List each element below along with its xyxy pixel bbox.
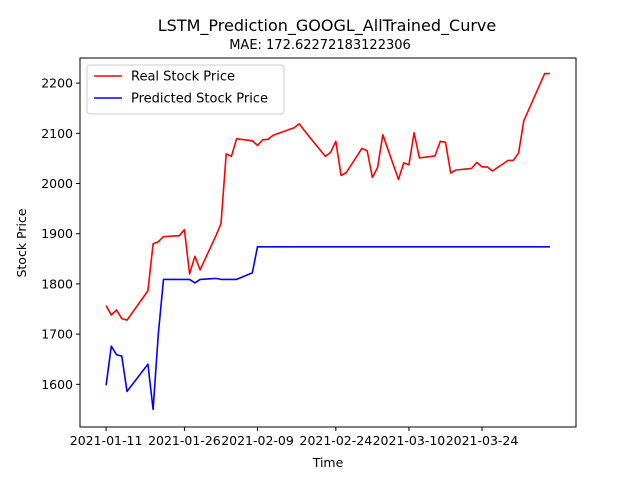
chart-subtitle: MAE: 172.62272183122306 [229,38,411,53]
y-tick-label: 1800 [41,276,73,291]
legend-box [86,64,285,115]
legend: Real Stock Price Predicted Stock Price [86,64,285,115]
plot-area: 2021-01-11 2021-01-26 2021-02-09 2021-02-24… [41,57,577,448]
series-line-predicted [105,246,550,411]
y-tick-label: 1700 [41,327,73,342]
legend-label-real: Real Stock Price [131,70,235,85]
x-axis-label: Time [312,455,344,470]
x-tick-label: 2021-03-24 [446,433,519,448]
series-lines [105,72,550,411]
chart-title: LSTM_Prediction_GOOGL_AllTrained_Curve [158,16,496,36]
x-tick-label: 2021-01-11 [70,433,143,448]
series-line-real [105,72,550,321]
x-tick-label: 2021-02-24 [300,433,373,448]
x-tick-label: 2021-02-09 [221,433,294,448]
y-tick-label: 2000 [41,176,73,191]
y-tick-label: 2200 [41,76,73,91]
legend-label-predicted: Predicted Stock Price [131,92,268,107]
y-tick-label: 1600 [41,377,73,392]
y-tick-label: 2100 [41,126,73,141]
x-axis: 2021-01-11 2021-01-26 2021-02-09 2021-02-24… [70,427,519,448]
x-tick-label: 2021-03-10 [373,433,446,448]
x-tick-label: 2021-01-26 [148,433,221,448]
y-axis-label: Stock Price [14,208,29,277]
y-axis: 1600 1700 1800 1900 2000 2100 2200 [41,76,80,392]
y-tick-label: 1900 [41,226,73,241]
plot-frame [79,57,577,428]
